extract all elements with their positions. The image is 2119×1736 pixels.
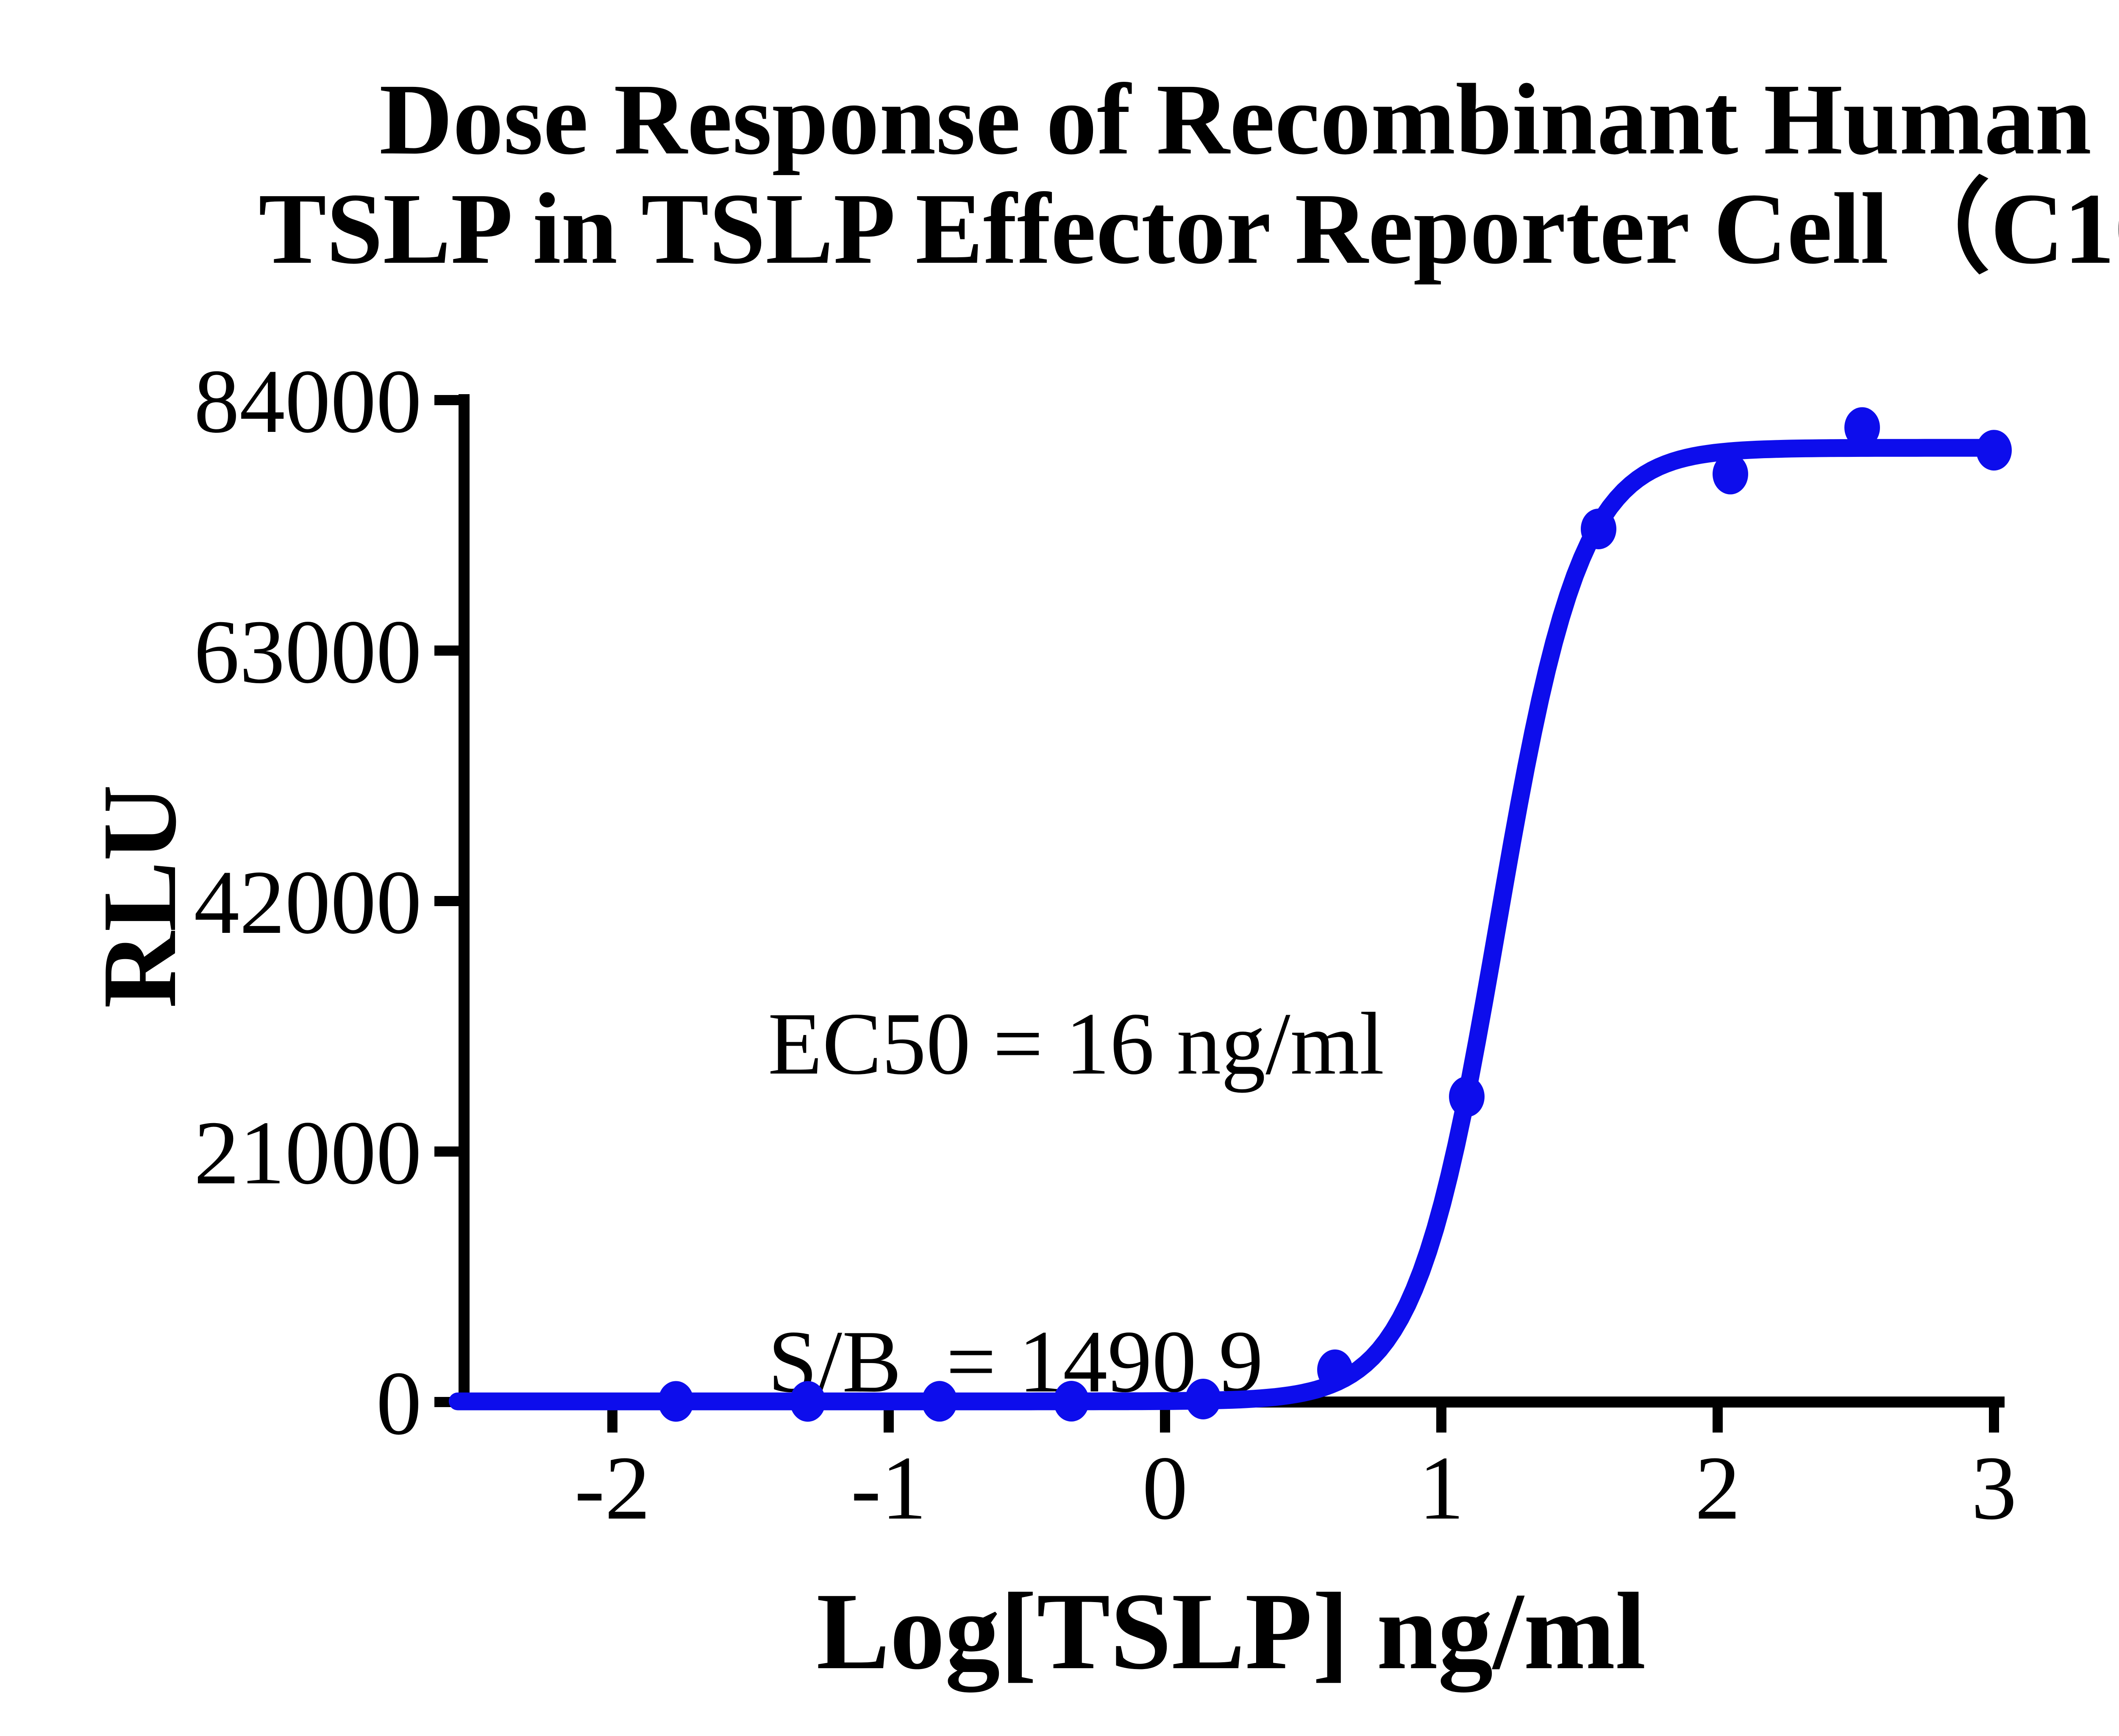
x-axis-tick-label: 3 xyxy=(1971,1437,2017,1538)
data-point xyxy=(1185,1378,1221,1419)
chart-title: Dose Response of Recombinant Human TSLP … xyxy=(259,64,2119,283)
y-axis-tick-label: 63000 xyxy=(194,601,422,702)
y-axis-tick-label: 21000 xyxy=(194,1102,422,1203)
data-point xyxy=(1844,407,1880,448)
data-point xyxy=(921,1381,957,1422)
x-axis-tick-label: 1 xyxy=(1418,1437,1464,1538)
data-point xyxy=(1053,1381,1089,1422)
data-point xyxy=(790,1381,826,1422)
x-axis-title: Log[TSLP] ng/ml xyxy=(805,1568,1657,1695)
fit-curve xyxy=(448,439,2003,1410)
data-point xyxy=(1317,1349,1353,1391)
chart-title-line-2: TSLP in TSLP Effector Reporter Cell（C10） xyxy=(259,172,2119,285)
x-axis-title-text: Log[TSLP] ng/ml xyxy=(816,1570,1646,1692)
chart-title-line-1: Dose Response of Recombinant Human xyxy=(379,63,2092,175)
data-point xyxy=(1580,508,1616,549)
x-axis-tick-label: -2 xyxy=(574,1437,650,1538)
y-axis-tick-label: 84000 xyxy=(194,351,422,452)
data-point xyxy=(1449,1076,1485,1117)
data-point xyxy=(658,1381,694,1422)
y-axis-tick-label: 42000 xyxy=(194,851,422,953)
data-point xyxy=(1712,453,1748,495)
y-axis-tick-label: 0 xyxy=(376,1352,422,1454)
data-point xyxy=(1976,430,2012,471)
x-axis-tick-label: -1 xyxy=(851,1437,926,1538)
ec50-annotation: EC50 = 16 ng/ml xyxy=(768,995,1385,1093)
x-axis-tick-label: 2 xyxy=(1695,1437,1741,1538)
x-axis-tick-label: 0 xyxy=(1142,1437,1188,1538)
